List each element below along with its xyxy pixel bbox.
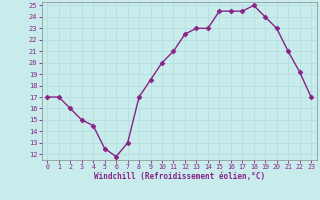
X-axis label: Windchill (Refroidissement éolien,°C): Windchill (Refroidissement éolien,°C) <box>94 172 265 181</box>
